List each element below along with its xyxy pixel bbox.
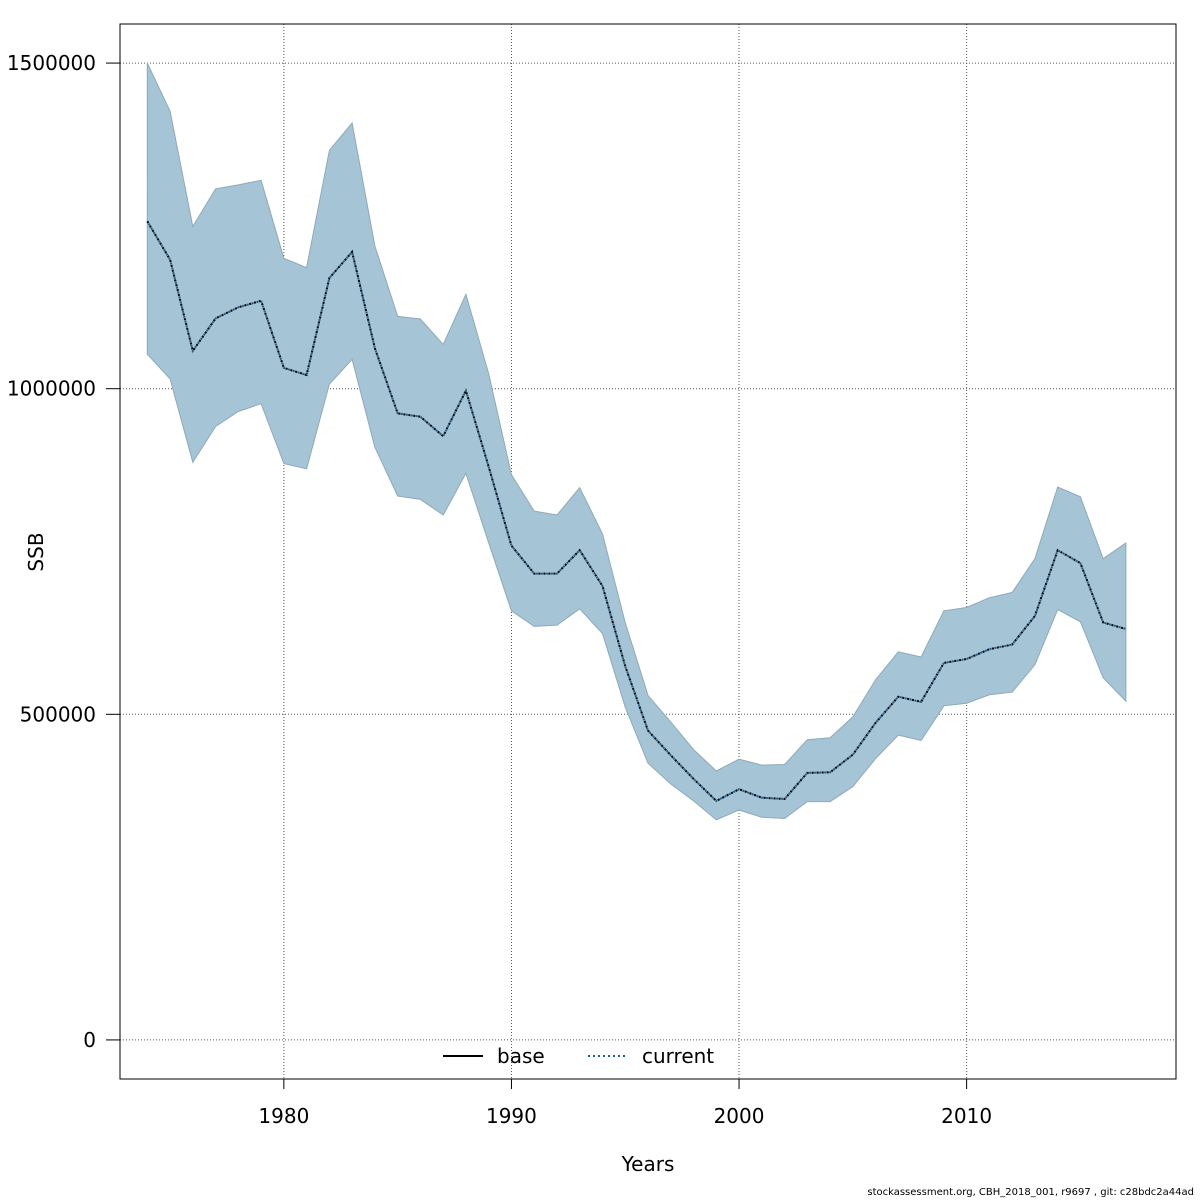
- footer-note: stockassessment.org, CBH_2018_001, r9697…: [867, 1187, 1194, 1198]
- legend: base current: [443, 1044, 714, 1068]
- x-tick-label: 1980: [258, 1104, 309, 1128]
- x-tick-label: 2010: [941, 1104, 992, 1128]
- x-axis: 1980 1990 2000 2010: [258, 1079, 992, 1128]
- x-tick-label: 2000: [714, 1104, 765, 1128]
- y-axis: 0 500000 1000000 1500000: [7, 51, 120, 1052]
- y-axis-title: SSB: [24, 532, 48, 571]
- y-tick-label: 500000: [20, 702, 96, 726]
- confidence-band: [146, 62, 1127, 821]
- y-tick-label: 1000000: [7, 377, 96, 401]
- series-base-line: [146, 220, 1127, 803]
- y-tick-label: 1500000: [7, 51, 96, 75]
- x-axis-title: Years: [621, 1152, 675, 1176]
- legend-current-label: current: [642, 1044, 714, 1068]
- x-tick-label: 1990: [486, 1104, 537, 1128]
- y-tick-label: 0: [83, 1028, 96, 1052]
- legend-base-label: base: [497, 1044, 545, 1068]
- grid-lines: [120, 24, 1176, 1079]
- series-current-line: [146, 220, 1127, 803]
- plot-frame: [119, 23, 1177, 1080]
